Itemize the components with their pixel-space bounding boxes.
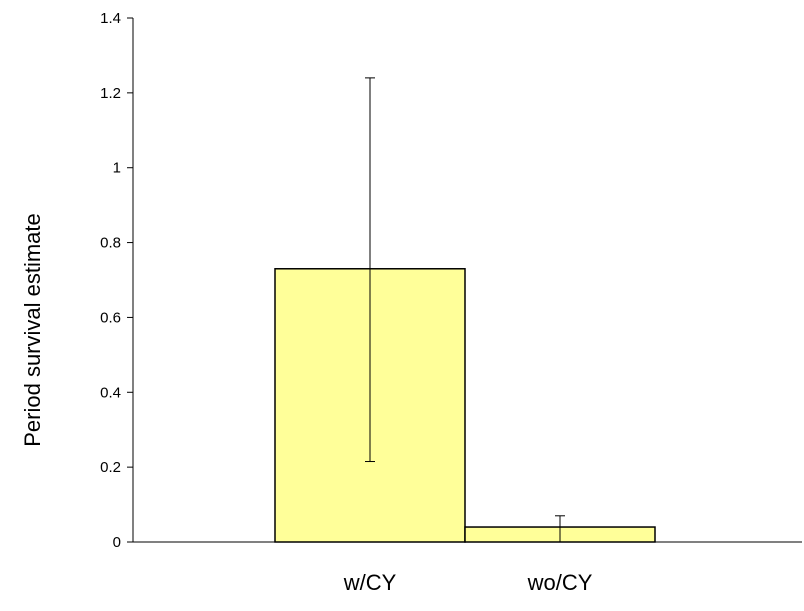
y-tick-label: 0.2 — [100, 459, 121, 476]
y-tick-label: 0.6 — [100, 309, 121, 326]
labels: 0 0.2 0.4 0.6 0.8 1 1.2 1.4 w/CY wo/CY — [100, 10, 593, 595]
y-tick-label: 0.4 — [100, 384, 121, 401]
category-label: w/CY — [343, 570, 397, 595]
category-label: wo/CY — [527, 570, 593, 595]
error-bars — [365, 77, 565, 542]
bars — [274, 268, 656, 543]
y-tick-label: 0.8 — [100, 235, 121, 252]
y-tick-label: 1.2 — [100, 85, 121, 102]
y-axis-label: Period survival estimate — [20, 213, 45, 447]
y-tick-label: 1.4 — [100, 10, 121, 27]
y-tick-label: 0 — [113, 534, 121, 551]
y-tick-label: 1 — [113, 160, 121, 177]
